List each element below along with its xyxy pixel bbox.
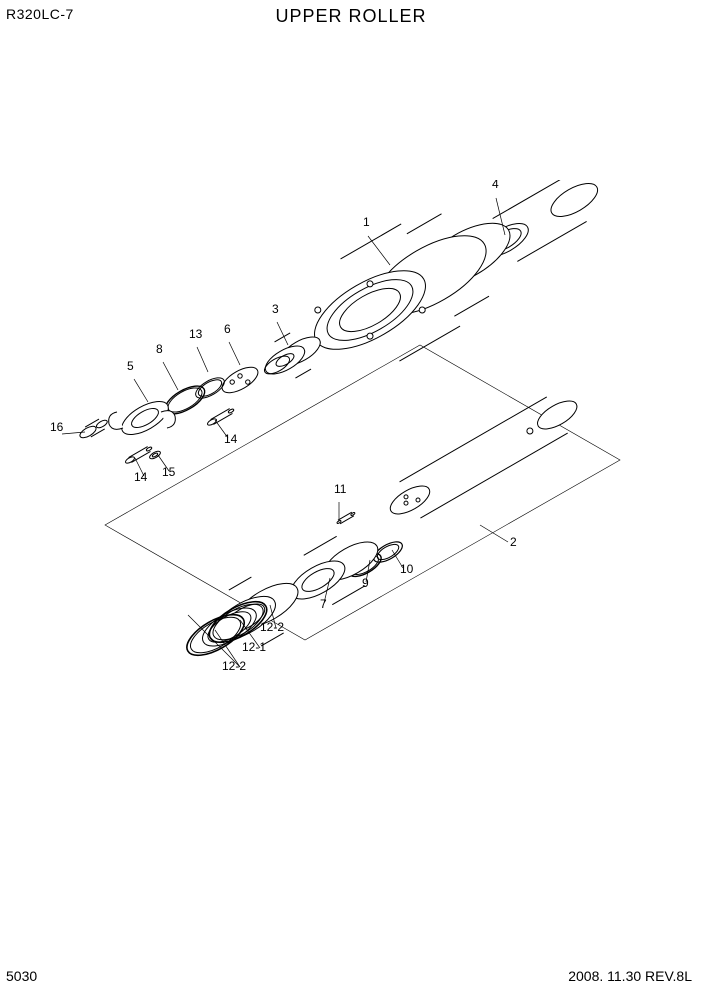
page: R320LC-7 UPPER ROLLER 143613851614141511… — [0, 0, 702, 992]
callout-11: 11 — [334, 482, 347, 496]
callout-5: 5 — [127, 359, 134, 373]
callout-7: 7 — [320, 597, 327, 611]
callout-1: 1 — [363, 215, 370, 229]
diagram-svg: 1436138516141415112109712-212-112-2 — [50, 180, 650, 740]
callout-8: 8 — [156, 342, 163, 356]
callout-15: 15 — [162, 465, 176, 479]
callout-9: 9 — [362, 576, 369, 590]
footer-pageno: 5030 — [6, 968, 37, 984]
callout-10: 10 — [400, 562, 414, 576]
callout-13: 13 — [189, 327, 203, 341]
callout-12-1: 12-1 — [242, 640, 266, 654]
callout-6: 6 — [224, 322, 231, 336]
callout-14: 14 — [224, 432, 238, 446]
callout-2: 2 — [510, 535, 517, 549]
exploded-diagram: 1436138516141415112109712-212-112-2 — [50, 180, 650, 740]
header-title: UPPER ROLLER — [0, 6, 702, 27]
footer-revision: 2008. 11.30 REV.8L — [568, 968, 692, 984]
callout-14b: 14 — [134, 470, 148, 484]
callout-12-2b: 12-2 — [222, 659, 246, 673]
callout-4: 4 — [492, 180, 499, 191]
callout-16: 16 — [50, 420, 64, 434]
callout-12-2: 12-2 — [260, 620, 284, 634]
callout-3: 3 — [272, 302, 279, 316]
